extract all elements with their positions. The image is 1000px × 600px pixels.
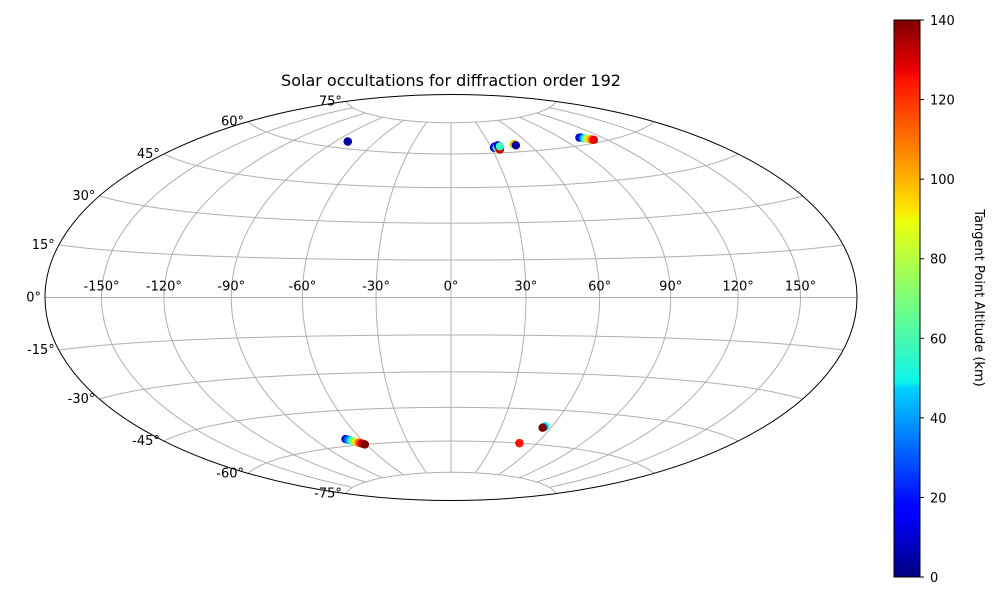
parallel-gridline <box>247 440 655 474</box>
occultation-point <box>515 438 524 448</box>
longitude-tick-label: -90° <box>217 280 245 295</box>
colorbar-label: Tangent Point Altitude (km) <box>971 208 986 386</box>
longitude-tick-label: 60° <box>588 280 611 295</box>
longitude-tick-labels: -150° -120° -90° -60° -30° 0° 30° 60° 90° 120° 150… <box>83 280 816 295</box>
colorbar-ticks: 0 20 40 60 80 100 120 140 <box>920 14 955 586</box>
occultation-point <box>343 137 352 146</box>
colorbar-gradient <box>893 19 921 578</box>
latitude-tick-label: -75° <box>314 487 342 502</box>
latitude-tick-label: 15° <box>32 238 55 253</box>
colorbar-tick-label: 0 <box>930 571 938 586</box>
occultation-point <box>495 142 505 151</box>
longitude-tick-label: -120° <box>146 280 182 295</box>
latitude-tick-label: 75° <box>319 94 342 109</box>
colorbar-tick-label: 140 <box>930 14 955 29</box>
longitude-tick-label: 150° <box>785 280 816 295</box>
latitude-tick-label: 45° <box>137 147 160 162</box>
latitude-tick-label: -60° <box>216 466 244 481</box>
occultation-point <box>589 135 599 145</box>
longitude-tick-label: 120° <box>722 280 753 295</box>
occultation-point <box>360 440 370 449</box>
latitude-tick-label: 30° <box>72 189 95 204</box>
parallel-gridline <box>58 244 844 261</box>
graticule <box>45 101 857 494</box>
latitude-tick-label: 0° <box>26 291 41 306</box>
parallel-gridline <box>163 153 739 189</box>
latitude-tick-label: -30° <box>68 392 96 407</box>
parallel-gridline <box>163 406 739 442</box>
occultation-point <box>511 141 521 150</box>
colorbar-tick-label: 100 <box>930 173 955 188</box>
map-boundary <box>44 94 858 501</box>
latitude-tick-label: -15° <box>27 343 55 358</box>
parallel-gridline <box>99 195 803 224</box>
parallel-gridline <box>58 334 844 351</box>
latitude-tick-label: 60° <box>221 115 244 130</box>
longitude-tick-label: -30° <box>362 280 390 295</box>
latitude-tick-labels: 75° 60° 45° 30° 15° 0° -15° -30° -45° -60° -75° <box>26 94 342 501</box>
chart-title: Solar occultations for diffraction order… <box>281 71 621 90</box>
parallel-gridline <box>345 471 557 494</box>
parallel-gridline <box>99 371 803 400</box>
colorbar-tick-label: 120 <box>930 94 955 109</box>
colorbar-tick-label: 60 <box>930 332 947 347</box>
colorbar: 0 20 40 60 80 100 120 140 Tangent Point Altitud… <box>893 14 986 586</box>
colorbar-tick-label: 80 <box>930 253 947 268</box>
longitude-tick-label: -150° <box>83 280 119 295</box>
latitude-tick-label: -45° <box>132 434 160 449</box>
parallel-gridline <box>247 121 655 155</box>
longitude-tick-label: -60° <box>289 280 317 295</box>
colorbar-tick-label: 40 <box>930 412 947 427</box>
longitude-tick-label: 30° <box>514 280 537 295</box>
scatter-points <box>341 133 599 449</box>
longitude-tick-label: 0° <box>444 280 459 295</box>
colorbar-tick-label: 20 <box>930 491 947 506</box>
longitude-tick-label: 90° <box>659 280 682 295</box>
parallel-gridline <box>345 101 557 124</box>
occultation-point <box>538 423 547 432</box>
